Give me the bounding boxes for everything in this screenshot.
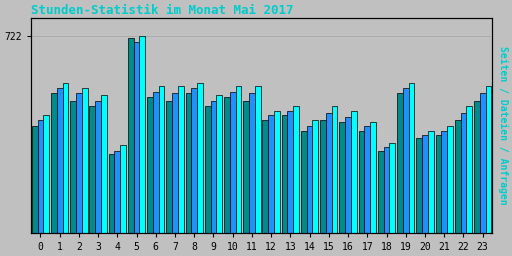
Bar	[403, 88, 409, 233]
Bar	[82, 88, 88, 233]
Bar	[44, 115, 49, 233]
Bar	[293, 106, 299, 233]
Bar	[447, 126, 453, 233]
Bar	[205, 106, 210, 233]
Bar	[358, 131, 365, 233]
Text: Stunden-Statistik im Monat Mai 2017: Stunden-Statistik im Monat Mai 2017	[31, 4, 293, 17]
Bar	[153, 92, 159, 233]
Bar	[210, 101, 217, 233]
Bar	[326, 113, 332, 233]
Bar	[263, 120, 268, 233]
Bar	[365, 126, 370, 233]
Bar	[383, 147, 390, 233]
Bar	[274, 111, 280, 233]
Bar	[139, 36, 145, 233]
Bar	[351, 111, 357, 233]
Bar	[249, 93, 255, 233]
Bar	[191, 88, 197, 233]
Bar	[57, 88, 62, 233]
Bar	[320, 120, 326, 233]
Bar	[268, 115, 274, 233]
Bar	[32, 126, 37, 233]
Bar	[455, 120, 460, 233]
Bar	[128, 38, 134, 233]
Bar	[397, 93, 403, 233]
Bar	[37, 120, 44, 233]
Bar	[485, 86, 492, 233]
Bar	[62, 83, 68, 233]
Bar	[217, 95, 222, 233]
Bar	[378, 151, 383, 233]
Bar	[185, 93, 191, 233]
Bar	[428, 131, 434, 233]
Bar	[159, 86, 164, 233]
Bar	[51, 93, 57, 233]
Bar	[301, 131, 307, 233]
Bar	[166, 101, 172, 233]
Bar	[441, 131, 447, 233]
Bar	[76, 93, 82, 233]
Bar	[282, 115, 288, 233]
Bar	[109, 154, 115, 233]
Bar	[480, 93, 485, 233]
Bar	[436, 134, 441, 233]
Bar	[370, 122, 376, 233]
Bar	[390, 143, 395, 233]
Bar	[224, 97, 230, 233]
Bar	[409, 83, 414, 233]
Bar	[312, 120, 318, 233]
Bar	[243, 101, 249, 233]
Bar	[147, 97, 153, 233]
Bar	[474, 101, 480, 233]
Bar	[422, 134, 428, 233]
Bar	[101, 95, 107, 233]
Bar	[90, 106, 95, 233]
Bar	[460, 113, 466, 233]
Bar	[70, 101, 76, 233]
Bar	[345, 117, 351, 233]
Bar	[134, 41, 139, 233]
Bar	[197, 83, 203, 233]
Bar	[416, 138, 422, 233]
Bar	[255, 86, 261, 233]
Y-axis label: Seiten / Dateien / Anfragen: Seiten / Dateien / Anfragen	[498, 46, 508, 205]
Bar	[230, 92, 236, 233]
Bar	[178, 86, 184, 233]
Bar	[95, 101, 101, 233]
Bar	[120, 145, 126, 233]
Bar	[288, 111, 293, 233]
Bar	[115, 151, 120, 233]
Bar	[466, 106, 472, 233]
Bar	[332, 106, 337, 233]
Bar	[172, 93, 178, 233]
Bar	[339, 122, 345, 233]
Bar	[307, 126, 312, 233]
Bar	[236, 86, 241, 233]
